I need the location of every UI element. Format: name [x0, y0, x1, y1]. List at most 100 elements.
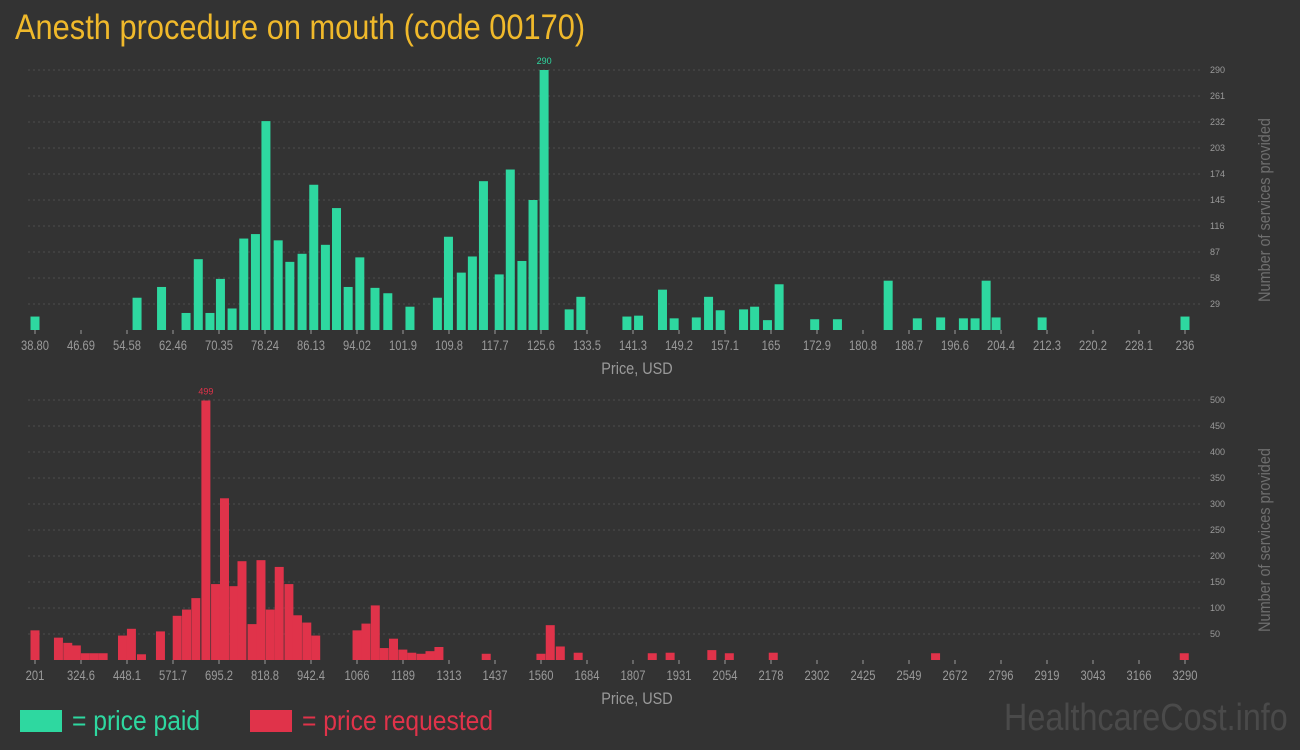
bar [1180, 316, 1190, 330]
x-tick-label: 86.13 [297, 338, 325, 353]
x-tick-label: 1313 [437, 668, 462, 683]
bar [768, 652, 778, 660]
bar [505, 169, 515, 330]
y-tick-label: 203 [1210, 143, 1225, 153]
bar [443, 236, 453, 330]
y-axis-label: Number of services provided [1256, 118, 1274, 302]
bar [936, 317, 946, 330]
bar [1179, 653, 1189, 660]
x-tick-label: 78.24 [251, 338, 279, 353]
x-tick-label: 38.80 [21, 338, 49, 353]
bar [810, 319, 820, 330]
y-tick-label: 500 [1210, 395, 1225, 405]
x-tick-label: 180.8 [849, 338, 877, 353]
bar [182, 609, 192, 660]
bar [478, 181, 488, 330]
bar [724, 653, 734, 660]
x-tick-label: 3043 [1081, 668, 1106, 683]
bar [355, 257, 365, 330]
x-tick-label: 46.69 [67, 338, 95, 353]
bar [181, 312, 191, 330]
x-tick-label: 2672 [943, 668, 968, 683]
bar [707, 650, 717, 660]
bar [193, 259, 203, 330]
bar [155, 631, 165, 660]
x-tick-label: 236 [1176, 338, 1195, 353]
bar [63, 642, 73, 660]
price-paid-swatch [20, 710, 62, 732]
bar [352, 630, 362, 660]
bar [98, 653, 108, 660]
y-tick-label: 300 [1210, 499, 1225, 509]
legend-price-requested: = price requested [250, 703, 519, 739]
x-tick-label: 125.6 [527, 338, 555, 353]
x-tick-label: 2178 [759, 668, 784, 683]
y-tick-label: 150 [1210, 577, 1225, 587]
y-tick-label: 29 [1210, 299, 1220, 309]
bar [398, 649, 408, 660]
bar [536, 653, 546, 660]
bar [405, 306, 415, 330]
bar [528, 200, 538, 330]
bar [691, 317, 701, 330]
x-tick-label: 2549 [897, 668, 922, 683]
bar [237, 561, 247, 660]
x-tick-label: 2302 [805, 668, 830, 683]
x-tick-label: 212.3 [1033, 338, 1061, 353]
y-tick-label: 58 [1210, 273, 1220, 283]
bar [71, 645, 81, 660]
x-axis-label: Price, USD [601, 360, 672, 378]
x-tick-label: 1931 [667, 668, 692, 683]
legend-price-paid: = price paid [20, 703, 218, 739]
bar [564, 309, 574, 330]
bar [647, 653, 657, 660]
y-tick-label: 145 [1210, 195, 1225, 205]
bar [284, 584, 294, 660]
y-tick-label: 450 [1210, 421, 1225, 431]
x-axis-label: Price, USD [601, 690, 672, 708]
bar [883, 280, 893, 330]
max-value-label: 499 [198, 387, 213, 397]
x-tick-label: 165 [762, 338, 781, 353]
bar [634, 315, 644, 330]
bar [80, 653, 90, 660]
page-title: Anesth procedure on mouth (code 00170) [15, 8, 586, 47]
y-tick-label: 50 [1210, 629, 1220, 639]
bar [762, 320, 772, 330]
bar [191, 598, 201, 660]
y-tick-label: 200 [1210, 551, 1225, 561]
bar [555, 646, 565, 660]
x-tick-label: 201 [26, 668, 45, 683]
bar [739, 309, 749, 330]
bar [750, 306, 760, 330]
y-tick-label: 116 [1210, 221, 1224, 231]
bar [379, 648, 389, 660]
bar [494, 274, 504, 330]
bar [205, 312, 215, 330]
bar [309, 184, 319, 330]
bar [434, 647, 444, 660]
bar [383, 293, 393, 330]
bar [665, 652, 675, 660]
bar [297, 253, 307, 330]
bar [250, 234, 260, 330]
bar [239, 238, 249, 330]
bar [931, 653, 941, 660]
bar [157, 286, 167, 330]
bar [774, 284, 784, 330]
x-tick-label: 2054 [713, 668, 738, 683]
x-tick-label: 1189 [391, 668, 415, 683]
bar [361, 623, 371, 660]
bar [211, 584, 221, 660]
x-tick-label: 204.4 [987, 338, 1015, 353]
bar [539, 70, 549, 330]
bar [227, 308, 237, 330]
bar [545, 625, 555, 660]
bar [89, 653, 99, 660]
y-axis-label: Number of services provided [1256, 448, 1274, 632]
bar [715, 310, 725, 330]
bar [311, 635, 321, 660]
bar [832, 319, 842, 330]
bar [117, 635, 127, 660]
bar [331, 208, 341, 330]
